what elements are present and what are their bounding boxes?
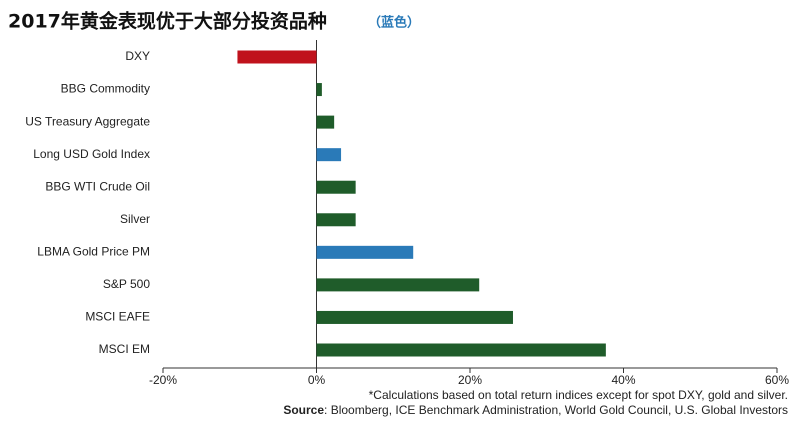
bar bbox=[316, 213, 356, 227]
y-tick-label: LBMA Gold Price PM bbox=[37, 245, 150, 259]
bar bbox=[316, 148, 342, 162]
bar bbox=[316, 180, 356, 194]
bar bbox=[316, 310, 513, 324]
source-label: Source bbox=[283, 403, 324, 417]
y-tick-label: Silver bbox=[120, 212, 150, 226]
x-tick-label: 60% bbox=[765, 373, 789, 387]
y-tick-label: MSCI EM bbox=[99, 342, 150, 356]
bar bbox=[316, 83, 322, 97]
x-tick-label: 0% bbox=[308, 373, 326, 387]
x-tick-label: 40% bbox=[611, 373, 635, 387]
bar bbox=[237, 50, 317, 64]
y-tick-label: US Treasury Aggregate bbox=[25, 114, 150, 128]
x-tick-label: -20% bbox=[149, 373, 177, 387]
x-tick-label: 20% bbox=[458, 373, 482, 387]
bar bbox=[316, 245, 414, 259]
source: Source: Bloomberg, ICE Benchmark Adminis… bbox=[283, 403, 788, 417]
footnote: *Calculations based on total return indi… bbox=[369, 388, 788, 402]
y-tick-label: DXY bbox=[125, 49, 150, 63]
y-tick-label: S&P 500 bbox=[103, 277, 150, 291]
chart-title: 2017年黄金表现优于大部分投资品种 bbox=[8, 10, 327, 33]
chart-subtitle: （蓝色） bbox=[368, 15, 420, 31]
y-tick-label: Long USD Gold Index bbox=[33, 147, 150, 161]
y-tick-label: MSCI EAFE bbox=[85, 310, 150, 324]
y-tick-label: BBG WTI Crude Oil bbox=[45, 179, 150, 193]
bar bbox=[316, 115, 335, 129]
bar bbox=[316, 278, 480, 292]
bar bbox=[316, 343, 606, 357]
source-text: : Bloomberg, ICE Benchmark Administratio… bbox=[324, 403, 788, 417]
y-tick-label: BBG Commodity bbox=[61, 82, 150, 96]
